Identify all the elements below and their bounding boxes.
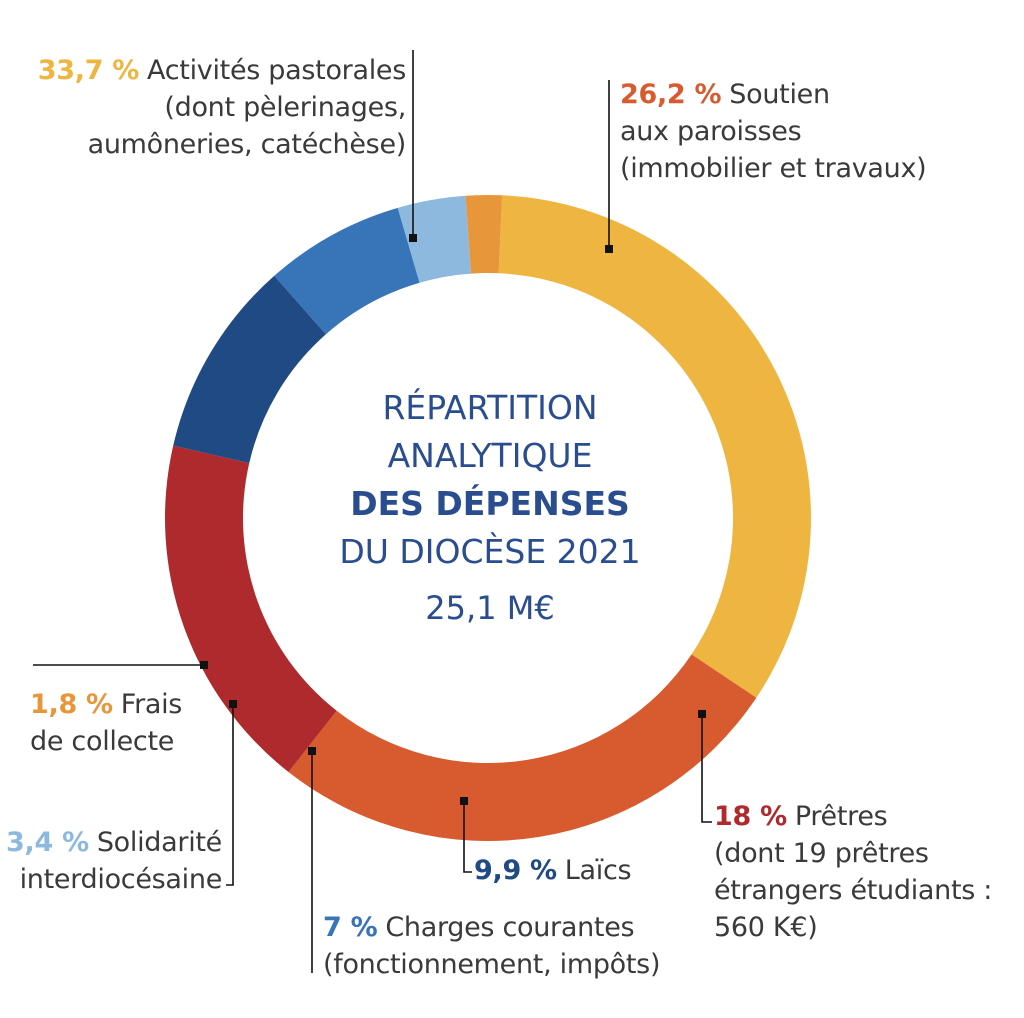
leader-dot-solidarite xyxy=(229,700,237,708)
title-line-4: DU DIOCÈSE 2021 xyxy=(339,532,641,571)
title-line-2: ANALYTIQUE xyxy=(387,436,593,475)
slice-charges xyxy=(274,207,420,335)
chart-center-title: RÉPARTITION ANALYTIQUE DES DÉPENSES DU D… xyxy=(280,384,700,632)
label-solidarite: 3,4 % Solidarité interdiocésaine xyxy=(6,827,222,895)
label-pastorales: 33,7 % Activités pastorales (dont pèlerin… xyxy=(37,55,407,160)
leader-line-solidarite xyxy=(226,704,234,886)
leader-dot-collecte xyxy=(200,661,208,669)
slice-pastorales xyxy=(498,195,812,698)
pct-laics: 9,9 % xyxy=(474,855,557,886)
leader-line-laics xyxy=(463,801,472,873)
pct-solidarite: 3,4 % xyxy=(6,827,89,858)
slice-paroisses xyxy=(288,654,757,842)
label-paroisses: 26,2 % Soutien aux paroisses (immobilier … xyxy=(620,79,927,184)
label-laics: 9,9 % Laïcs xyxy=(474,855,632,886)
label-collecte: 1,8 % Frais de collecte xyxy=(30,689,183,757)
slice-solidarite xyxy=(397,195,471,283)
slice-collecte xyxy=(465,195,503,274)
title-line-3: DES DÉPENSES xyxy=(350,484,630,523)
slice-laics xyxy=(173,275,326,464)
pct-collecte: 1,8 % xyxy=(30,689,113,720)
leader-dot-pastorales xyxy=(409,234,417,242)
leader-line-pretres xyxy=(701,714,712,823)
leader-dot-charges xyxy=(308,747,316,755)
title-line-1: RÉPARTITION xyxy=(382,388,598,427)
label-charges: 7 % Charges courantes (fonctionnement, im… xyxy=(323,912,661,980)
total-amount: 25,1 M€ xyxy=(425,589,555,627)
pct-pastorales: 33,7 % xyxy=(37,55,140,86)
pct-charges: 7 % xyxy=(323,912,378,943)
pct-paroisses: 26,2 % xyxy=(620,79,722,110)
leader-dot-laics xyxy=(460,797,468,805)
slice-pretres xyxy=(165,445,337,773)
pct-pretres: 18 % xyxy=(714,801,787,832)
label-pretres: 18 % Prêtres (dont 19 prêtres étrangers é… xyxy=(714,801,993,943)
leader-dot-pretres xyxy=(698,710,706,718)
leader-dot-paroisses xyxy=(605,245,613,253)
